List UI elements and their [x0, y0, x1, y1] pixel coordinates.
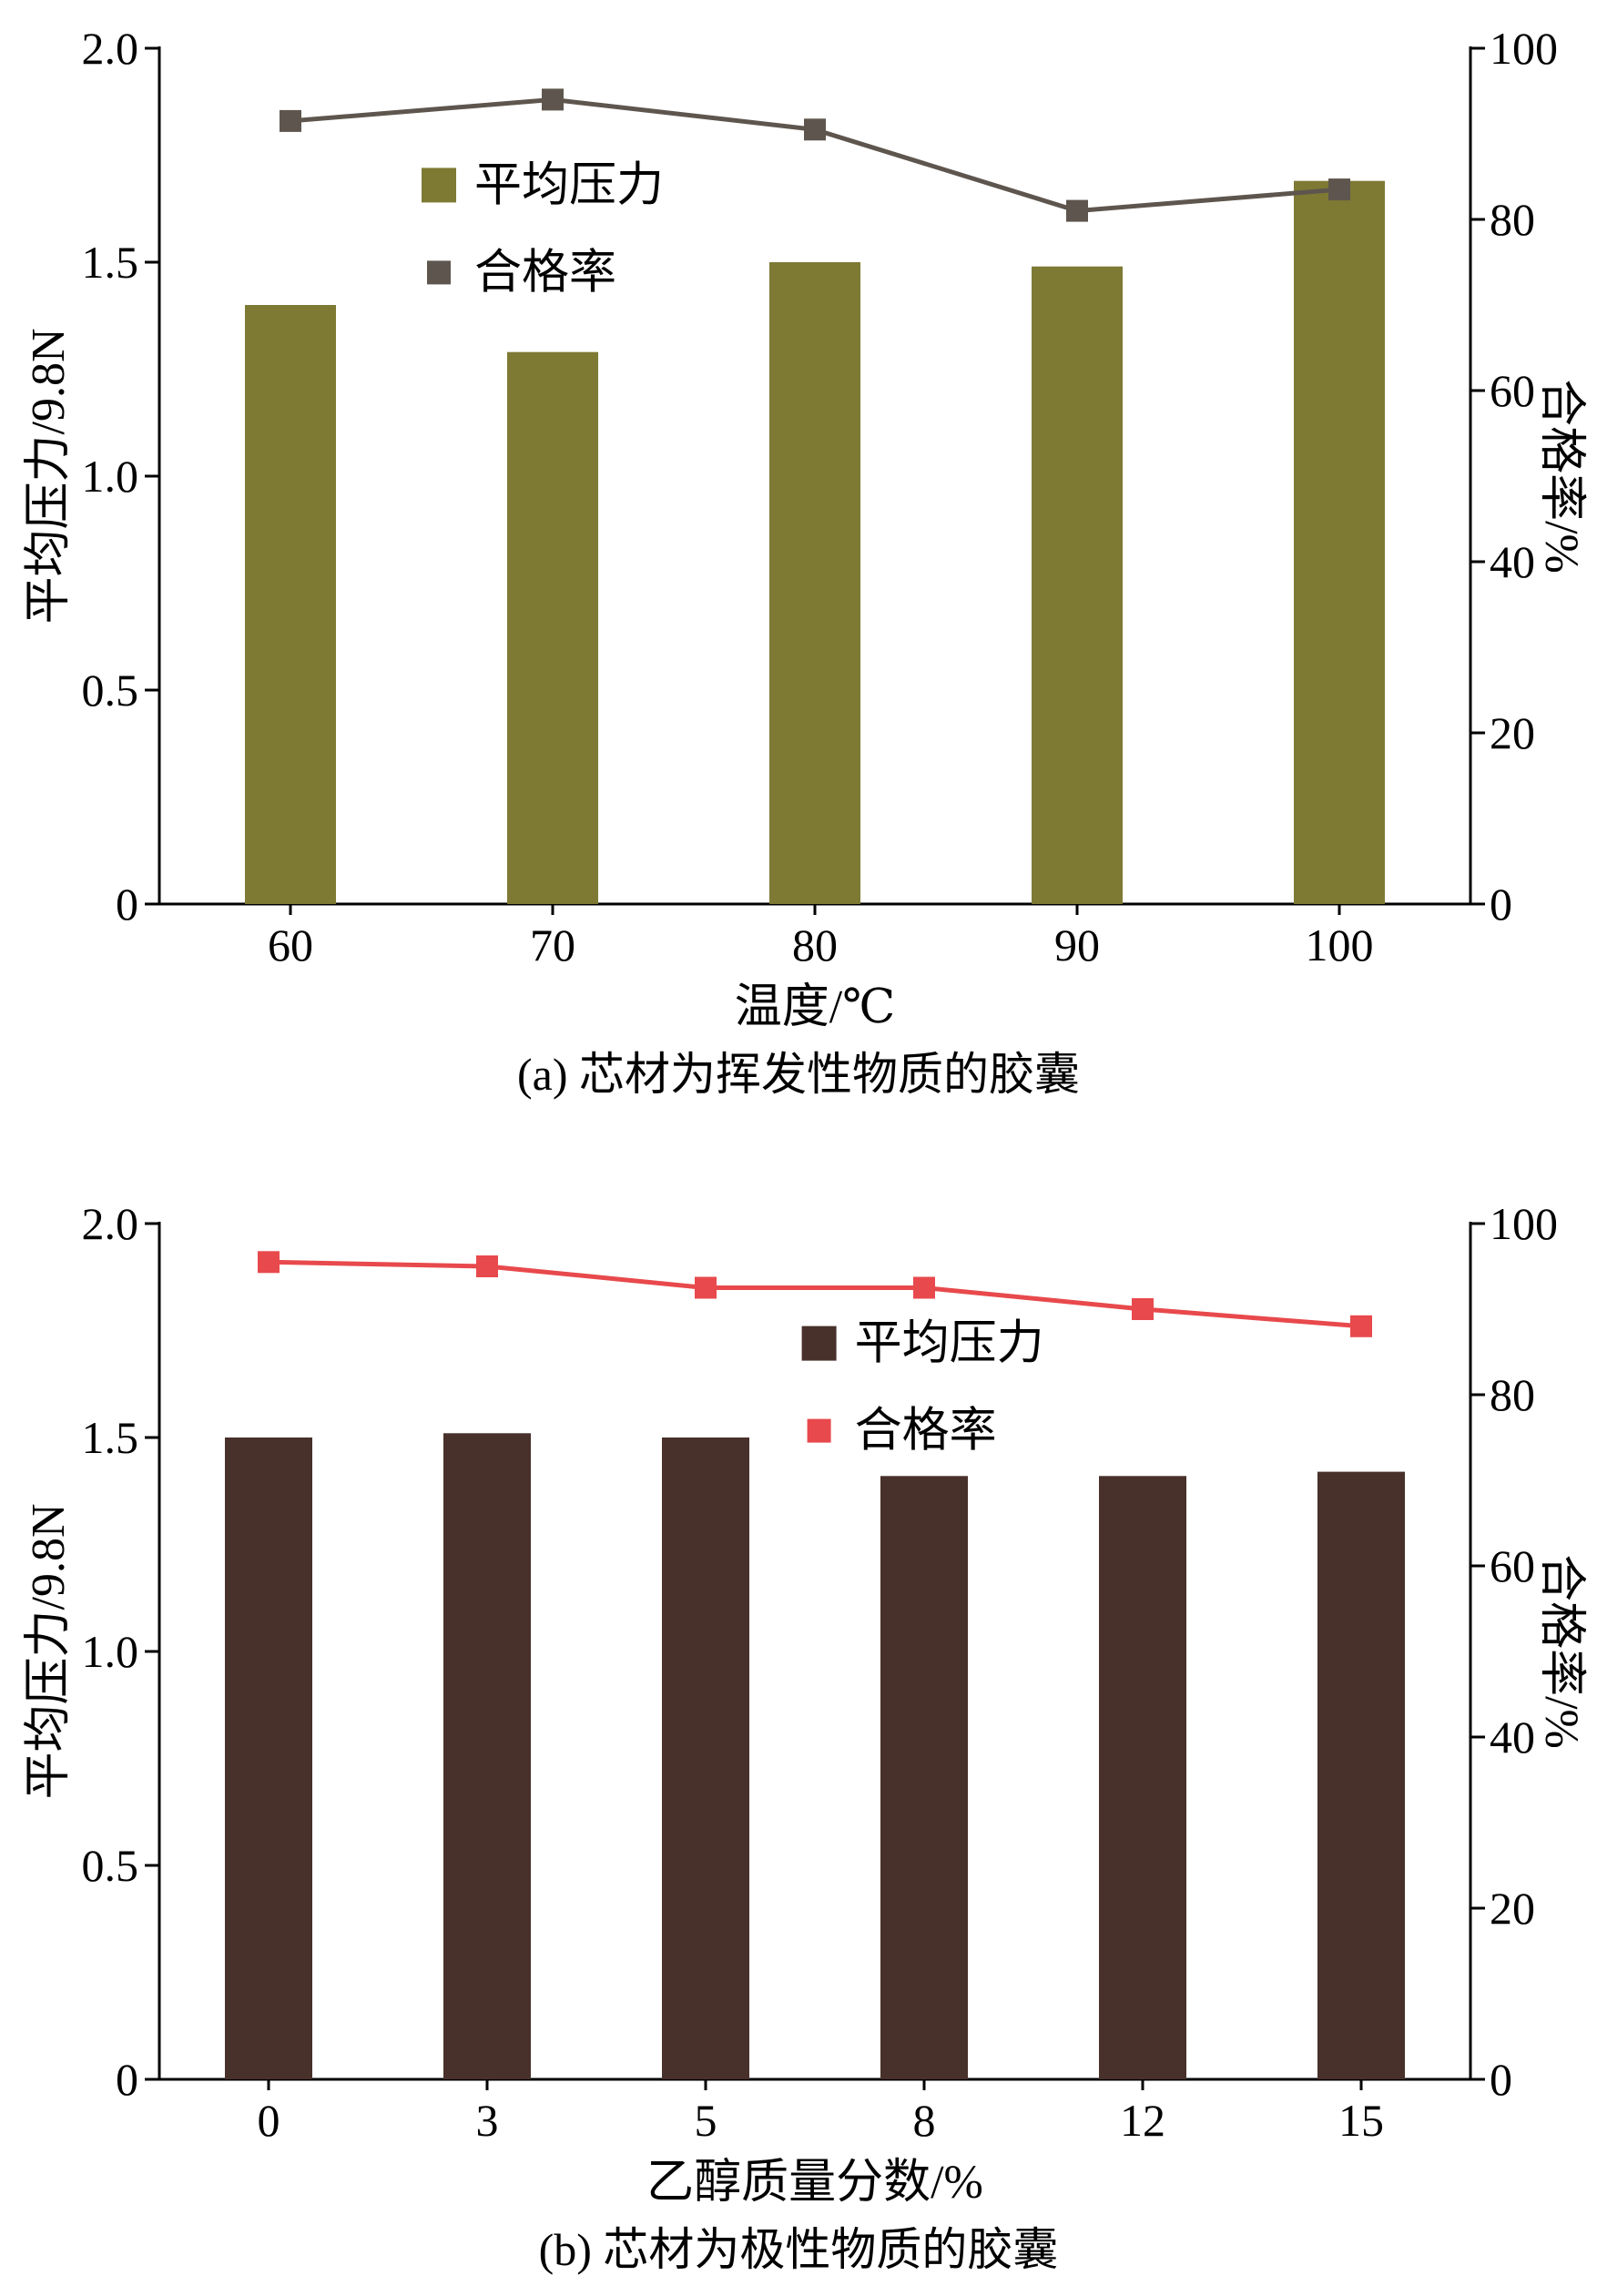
x-tick-label: 100 [1306, 919, 1374, 970]
right-tick-label: 20 [1490, 707, 1535, 758]
right-tick-label: 20 [1490, 1883, 1535, 1934]
chart-b-figure: 0 0.5 1.0 1.5 2.0 0 20 40 60 80 100 0 3 5 8 12 15 乙醇质量分数/… [0, 1183, 1597, 2278]
x-tick-label: 0 [258, 2095, 280, 2146]
line-marker [913, 1276, 935, 1299]
bar [1099, 1476, 1186, 2079]
x-tick-label: 8 [913, 2095, 936, 2146]
right-axis-title: 合格率/% [1535, 379, 1587, 574]
bar [245, 305, 336, 904]
line-marker [476, 1255, 498, 1277]
right-tick-label: 100 [1490, 1198, 1558, 1249]
legend-label-bar: 平均压力 [855, 1318, 1044, 1370]
right-tick-label: 80 [1490, 1369, 1535, 1420]
legend-bar-swatch [422, 168, 456, 203]
x-tick-label: 5 [695, 2095, 717, 2146]
tick-labels: 0 0.5 1.0 1.5 2.0 0 20 40 60 80 100 0 3 5 8 12 15 [82, 1198, 1559, 2146]
x-tick-label: 60 [268, 919, 313, 970]
legend-marker-swatch [807, 1418, 831, 1443]
line-marker [1328, 178, 1350, 201]
line-series [258, 1251, 1372, 1337]
left-axis-title: 平均压力/9.8N [23, 1503, 75, 1799]
right-tick-label: 100 [1490, 23, 1558, 74]
left-tick-label: 1.0 [82, 451, 139, 502]
right-tick-label: 40 [1490, 536, 1535, 587]
left-tick-label: 1.0 [82, 1626, 139, 1677]
line-marker [695, 1276, 717, 1299]
legend-label-bar: 平均压力 [474, 159, 664, 211]
line-marker [280, 109, 301, 132]
chart-b-caption: (b) 芯材为极性物质的胶囊 [538, 2224, 1059, 2275]
line-marker [1066, 199, 1088, 222]
bar [443, 1433, 531, 2079]
right-tick-label: 0 [1490, 879, 1512, 930]
line-path [268, 1259, 1362, 1329]
line-marker [542, 88, 564, 111]
chart-a-figure: 0 0.5 1.0 1.5 2.0 0 20 40 60 80 100 60 70 80 90 100 温度/℃… [0, 7, 1597, 1102]
bar-series [245, 180, 1385, 904]
bar [1032, 266, 1123, 904]
bar [225, 1438, 312, 2079]
line-series [280, 88, 1350, 222]
bar [880, 1476, 968, 2079]
bar [1317, 1471, 1405, 2079]
legend-bar-swatch [801, 1326, 837, 1361]
left-tick-label: 2.0 [82, 23, 139, 74]
left-axis-title: 平均压力/9.8N [23, 328, 75, 624]
x-tick-label: 15 [1338, 2095, 1384, 2146]
left-tick-label: 0.5 [82, 1840, 139, 1891]
x-axis-title: 乙醇质量分数/% [646, 2157, 983, 2209]
left-tick-label: 1.5 [82, 237, 139, 288]
line-marker [1350, 1315, 1372, 1337]
right-axis-title: 合格率/% [1535, 1554, 1587, 1749]
left-tick-label: 0 [116, 879, 138, 930]
chart-a-caption: (a) 芯材为挥发性物质的胶囊 [517, 1049, 1080, 1100]
legend-label-line: 合格率 [855, 1406, 997, 1458]
chart-a-canvas: 0 0.5 1.0 1.5 2.0 0 20 40 60 80 100 60 70 80 90 100 温度/℃… [23, 23, 1587, 1033]
legend-label-line: 合格率 [474, 247, 616, 299]
bar [507, 351, 598, 904]
x-tick-label: 3 [476, 2095, 499, 2146]
right-tick-label: 80 [1490, 194, 1535, 245]
right-tick-label: 0 [1490, 2054, 1512, 2105]
legend-marker-swatch [427, 260, 451, 285]
bar-series [225, 1433, 1405, 2079]
bar [1294, 180, 1385, 904]
right-tick-label: 40 [1490, 1712, 1535, 1763]
x-tick-label: 90 [1054, 919, 1100, 970]
line-marker [258, 1251, 280, 1274]
right-tick-label: 60 [1490, 1540, 1535, 1591]
bar [769, 262, 860, 904]
x-tick-label: 70 [530, 919, 575, 970]
chart-b-canvas: 0 0.5 1.0 1.5 2.0 0 20 40 60 80 100 0 3 5 8 12 15 乙醇质量分数/… [23, 1198, 1587, 2209]
x-tick-label: 12 [1120, 2095, 1165, 2146]
bar [662, 1438, 749, 2079]
left-tick-label: 1.5 [82, 1412, 139, 1463]
left-tick-label: 0 [116, 2054, 138, 2105]
left-tick-label: 0.5 [82, 665, 139, 716]
tick-labels: 0 0.5 1.0 1.5 2.0 0 20 40 60 80 100 60 70 80 90 100 [82, 23, 1559, 970]
x-axis-title: 温度/℃ [735, 981, 896, 1033]
right-tick-label: 60 [1490, 365, 1535, 416]
line-marker [804, 118, 826, 141]
left-tick-label: 2.0 [82, 1198, 139, 1249]
line-marker [1132, 1298, 1154, 1320]
axes [145, 1222, 1485, 2090]
x-tick-label: 80 [792, 919, 838, 970]
